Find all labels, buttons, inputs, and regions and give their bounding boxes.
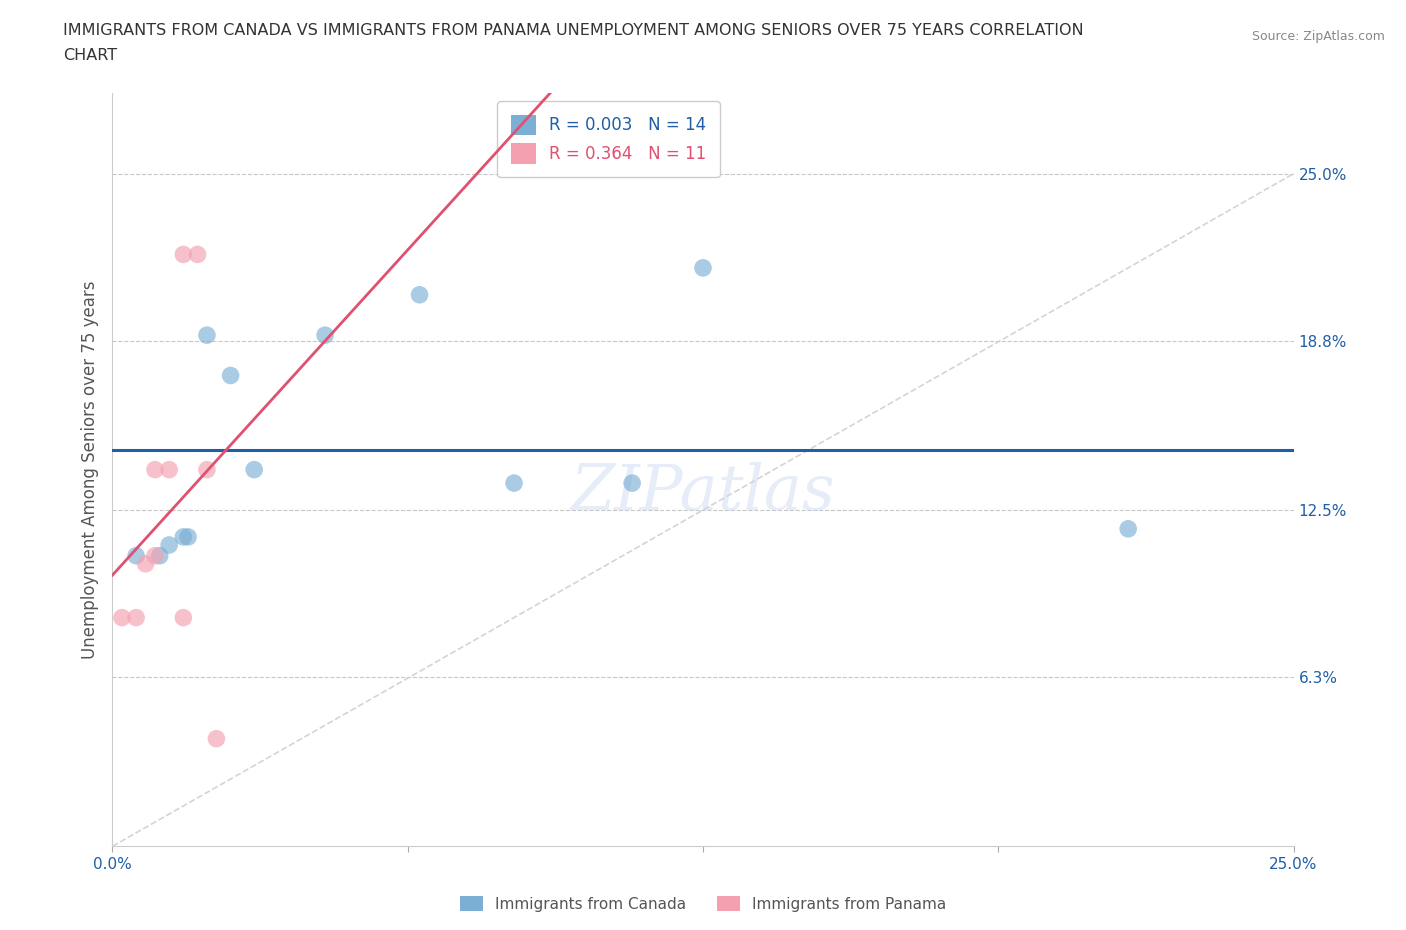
Text: CHART: CHART <box>63 48 117 63</box>
Point <box>219 368 242 383</box>
Point <box>143 549 166 564</box>
Point <box>692 260 714 275</box>
Point <box>186 247 208 262</box>
Text: IMMIGRANTS FROM CANADA VS IMMIGRANTS FROM PANAMA UNEMPLOYMENT AMONG SENIORS OVER: IMMIGRANTS FROM CANADA VS IMMIGRANTS FRO… <box>63 23 1084 38</box>
Point <box>125 610 148 625</box>
Point <box>172 247 194 262</box>
Point <box>205 731 228 746</box>
Point <box>1116 522 1139 537</box>
Y-axis label: Unemployment Among Seniors over 75 years: Unemployment Among Seniors over 75 years <box>80 281 98 658</box>
Point <box>195 462 218 477</box>
Point <box>314 327 336 342</box>
Legend: R = 0.003   N = 14, R = 0.364   N = 11: R = 0.003 N = 14, R = 0.364 N = 11 <box>498 101 720 177</box>
Text: ZIPatlas: ZIPatlas <box>571 461 835 523</box>
Legend: Immigrants from Canada, Immigrants from Panama: Immigrants from Canada, Immigrants from … <box>454 889 952 918</box>
Point <box>243 462 266 477</box>
Point <box>503 475 526 490</box>
Point <box>172 610 194 625</box>
Point <box>177 529 200 544</box>
Point <box>172 529 194 544</box>
Point <box>157 462 180 477</box>
Point <box>135 556 157 571</box>
Text: Source: ZipAtlas.com: Source: ZipAtlas.com <box>1251 30 1385 43</box>
Point <box>149 549 172 564</box>
Point <box>157 538 180 552</box>
Point <box>125 549 148 564</box>
Point <box>408 287 430 302</box>
Point <box>621 475 644 490</box>
Point <box>111 610 134 625</box>
Point <box>143 462 166 477</box>
Point <box>195 327 218 342</box>
